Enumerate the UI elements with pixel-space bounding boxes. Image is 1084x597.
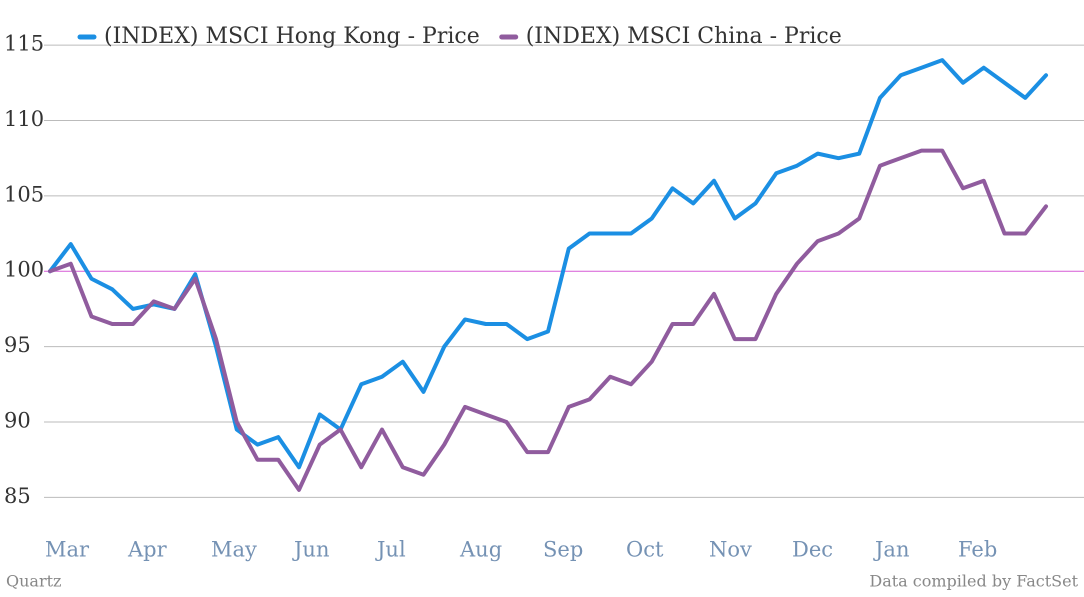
y-tick-label: 85 [4, 484, 31, 508]
x-tick-label: Mar [45, 538, 90, 562]
y-tick-label: 95 [4, 333, 31, 357]
series-line [48, 148, 1048, 492]
series-line [48, 58, 1048, 470]
x-tick-label: Dec [792, 538, 833, 562]
y-tick-label: 100 [4, 258, 44, 282]
source: Data compiled by FactSet [869, 572, 1078, 591]
x-tick-label: Jul [375, 538, 406, 562]
x-tick-label: Jan [873, 538, 909, 562]
y-tick-label: 115 [4, 32, 44, 56]
y-tick-label: 90 [4, 409, 31, 433]
y-tick-label: 110 [4, 107, 44, 131]
x-tick-label: Jun [292, 538, 329, 562]
x-tick-label: Nov [709, 538, 752, 562]
legend-label: (INDEX) MSCI Hong Kong - Price [104, 24, 480, 49]
x-tick-label: Aug [459, 538, 502, 562]
x-tick-label: Oct [626, 538, 664, 562]
x-tick-label: Sep [543, 538, 583, 562]
x-tick-label: Feb [958, 538, 997, 562]
legend-label: (INDEX) MSCI China - Price [526, 24, 842, 49]
y-tick-label: 105 [4, 182, 44, 206]
x-tick-label: May [211, 538, 257, 562]
credit: Quartz [6, 572, 61, 591]
x-tick-label: Apr [127, 538, 168, 562]
